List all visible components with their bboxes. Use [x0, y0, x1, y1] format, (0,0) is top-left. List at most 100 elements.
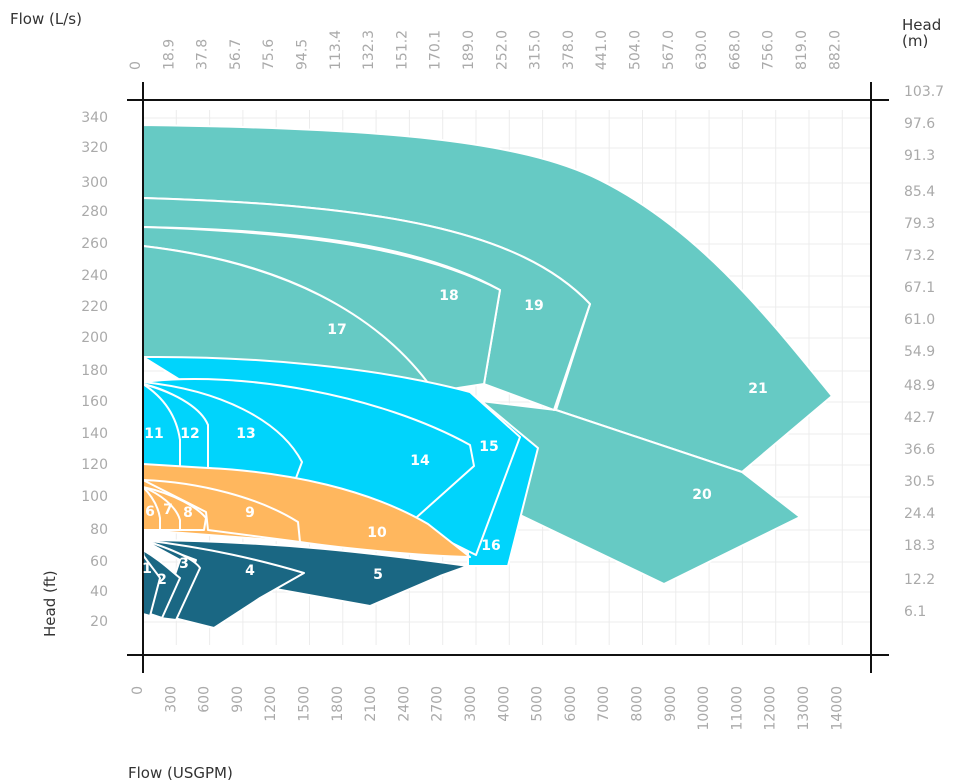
left-axis-ticks: 20 40 60 80 100 120 140 160 180 200 220 240 260 280 30…	[81, 110, 108, 630]
zone-label-16: 16	[481, 538, 500, 554]
right-tick-label: 54.9	[904, 344, 935, 360]
top-tick-label: 315.0	[528, 30, 544, 70]
left-tick-label: 240	[81, 268, 108, 284]
right-tick-label: 97.6	[904, 116, 935, 132]
zone-label-6: 6	[145, 504, 155, 520]
left-tick-label: 280	[81, 204, 108, 220]
left-tick-label: 40	[90, 584, 108, 600]
bottom-tick-label: 1200	[263, 686, 279, 722]
bottom-tick-label: 3000	[463, 686, 479, 722]
bottom-tick-label: 600	[197, 686, 213, 713]
zone-label-19: 19	[524, 298, 543, 314]
left-tick-label: 260	[81, 236, 108, 252]
bottom-tick-label: 4000	[496, 686, 512, 722]
zone-label-17: 17	[327, 322, 346, 338]
left-tick-label: 160	[81, 394, 108, 410]
left-tick-label: 340	[81, 110, 108, 126]
bottom-tick-label: 1800	[330, 686, 346, 722]
bottom-tick-label: 8000	[630, 686, 646, 722]
right-tick-label: 67.1	[904, 280, 935, 296]
right-axis-title: Head (m)	[902, 16, 941, 50]
pump-zone-1	[142, 554, 161, 617]
bottom-axis-ticks: 0 300 600 900 1200 1500 1800 2100 2400 2700 3000 40…	[130, 686, 845, 731]
top-tick-label: 441.0	[594, 30, 610, 70]
bottom-tick-label: 2400	[396, 686, 412, 722]
bottom-tick-label: 12000	[763, 686, 779, 731]
right-tick-label: 36.6	[904, 442, 935, 458]
zone-label-5: 5	[373, 567, 383, 583]
top-tick-label: 56.7	[228, 39, 244, 70]
left-tick-label: 140	[81, 426, 108, 442]
top-tick-label: 567.0	[661, 30, 677, 70]
pump-zone-3	[142, 539, 201, 621]
bottom-tick-label: 900	[230, 686, 246, 713]
left-tick-label: 300	[81, 175, 108, 191]
pump-zone-6	[142, 486, 161, 531]
left-tick-label: 320	[81, 140, 108, 156]
zone-label-15: 15	[479, 439, 498, 455]
right-tick-label: 48.9	[904, 378, 935, 394]
bottom-tick-label: 2700	[430, 686, 446, 722]
right-tick-label: 103.7	[904, 84, 944, 100]
zone-label-20: 20	[692, 487, 712, 503]
right-tick-label: 91.3	[904, 148, 935, 164]
right-axis-ticks: 6.1 12.2 18.3 24.4 30.5 36.6 42.7 48.9 54.9 61.0 6…	[904, 84, 944, 620]
left-tick-label: 200	[81, 330, 108, 346]
right-tick-label: 42.7	[904, 410, 935, 426]
bottom-tick-label: 11000	[729, 686, 745, 731]
right-tick-label: 73.2	[904, 248, 935, 264]
right-tick-label: 24.4	[904, 506, 935, 522]
zone-label-14: 14	[410, 453, 430, 469]
top-tick-label: 37.8	[195, 39, 211, 70]
bottom-tick-label: 0	[130, 686, 146, 695]
top-tick-label: 170.1	[428, 30, 444, 70]
bottom-axis-title: Flow (USGPM)	[128, 764, 233, 782]
top-tick-label: 630.0	[694, 30, 710, 70]
bottom-tick-label: 10000	[696, 686, 712, 731]
zone-label-1: 1	[142, 561, 152, 577]
zone-label-13: 13	[236, 426, 255, 442]
top-axis-title: Flow (L/s)	[10, 10, 82, 28]
pump-zone-19	[142, 197, 591, 411]
top-tick-label: 378.0	[561, 30, 577, 70]
bottom-tick-label: 14000	[829, 686, 845, 731]
top-tick-label: 151.2	[394, 30, 410, 70]
zone-label-9: 9	[245, 505, 255, 521]
left-tick-label: 80	[90, 522, 108, 538]
bottom-tick-label: 2100	[363, 686, 379, 722]
right-tick-label: 12.2	[904, 572, 935, 588]
zone-label-11: 11	[144, 426, 163, 442]
zone-label-21: 21	[748, 381, 767, 397]
left-tick-label: 100	[81, 489, 108, 505]
pump-zones	[142, 124, 833, 629]
zone-label-10: 10	[367, 525, 387, 541]
right-tick-label: 85.4	[904, 184, 935, 200]
bottom-tick-label: 5000	[530, 686, 546, 722]
top-tick-label: 0	[128, 61, 144, 70]
left-axis-title: Head (ft)	[41, 570, 59, 637]
right-tick-label: 18.3	[904, 538, 935, 554]
pump-zone-10	[142, 463, 471, 558]
top-tick-label: 668.0	[727, 30, 743, 70]
left-tick-label: 120	[81, 457, 108, 473]
top-axis-ticks: 0 18.9 37.8 56.7 75.6 94.5 113.4 132.3 151.2 170.…	[128, 30, 843, 70]
top-tick-label: 756.0	[761, 30, 777, 70]
top-tick-label: 252.0	[494, 30, 510, 70]
zone-label-2: 2	[157, 572, 167, 588]
zone-label-12: 12	[180, 426, 199, 442]
bottom-tick-label: 13000	[796, 686, 812, 731]
top-tick-label: 504.0	[628, 30, 644, 70]
top-tick-label: 882.0	[827, 30, 843, 70]
bottom-tick-label: 300	[163, 686, 179, 713]
left-tick-label: 60	[90, 554, 108, 570]
zone-label-4: 4	[245, 563, 255, 579]
right-tick-label: 61.0	[904, 312, 935, 328]
chart-frame	[127, 82, 889, 673]
right-tick-label: 30.5	[904, 474, 935, 490]
zone-label-7: 7	[163, 502, 173, 518]
pump-zone-9	[142, 479, 301, 543]
bottom-tick-label: 6000	[563, 686, 579, 722]
top-tick-label: 18.9	[161, 39, 177, 70]
